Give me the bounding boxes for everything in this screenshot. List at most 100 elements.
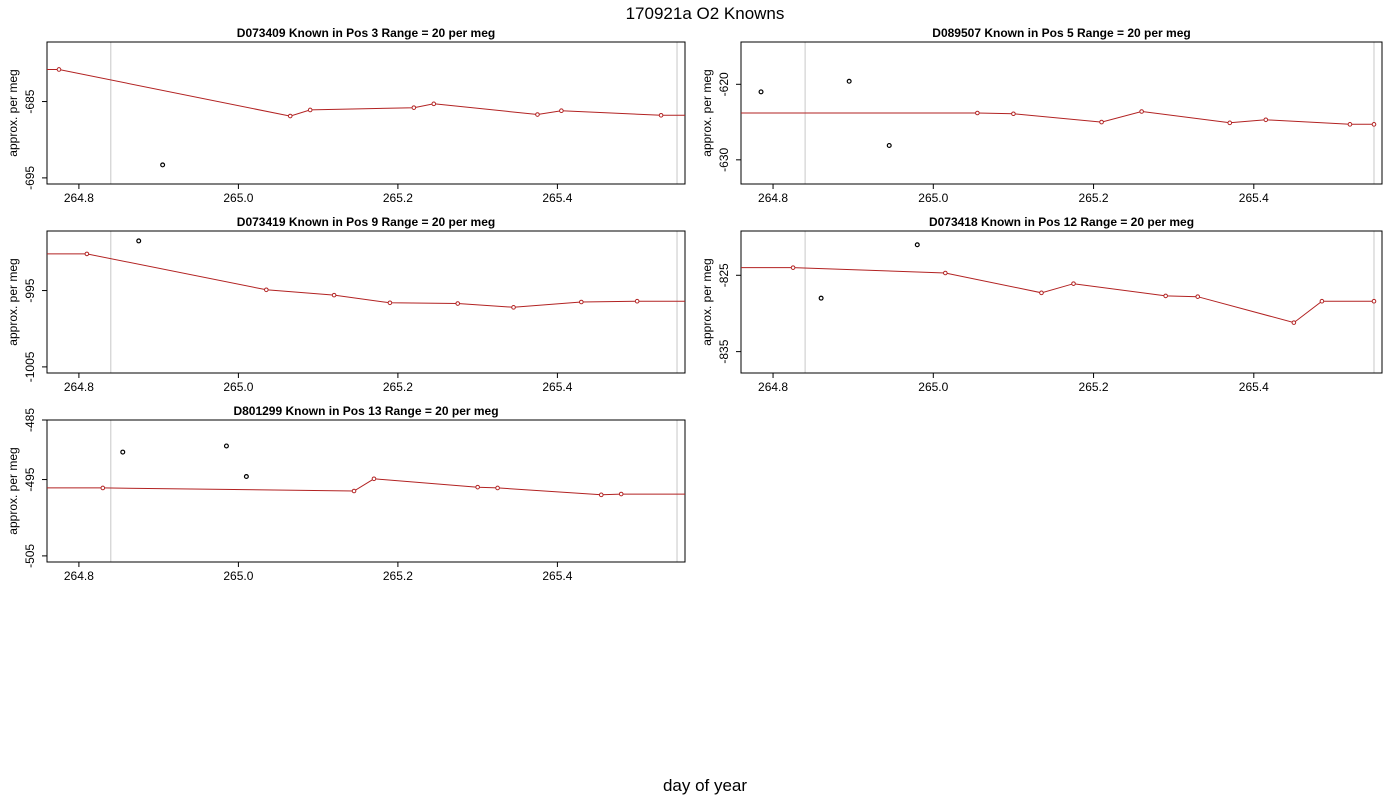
x-tick-label: 265.4 [1239,380,1269,394]
fit-point [100,485,106,491]
fit-point [1227,120,1233,126]
x-tick-label: 264.8 [64,191,94,205]
y-tick-label: -1005 [23,351,37,382]
fit-point [1039,290,1044,296]
fit-point [1011,111,1016,117]
x-tick-label: 265.0 [223,191,253,205]
x-tick-label: 265.0 [223,380,253,394]
fit-point [1371,122,1377,127]
measured-point [223,443,229,449]
plot-frame [46,41,686,185]
x-tick-label: 265.0 [918,191,948,205]
x-tick-label: 264.8 [758,191,788,205]
fit-point [264,287,269,293]
plot-frame [46,419,686,563]
fit-point [56,67,62,72]
y-axis-label: approx. per meg [6,447,20,534]
fit-point [1291,320,1297,325]
fit-line [741,267,1374,324]
fit-point [1139,109,1144,114]
panel-title: D073419 Known in Pos 9 Range = 20 per me… [237,215,495,229]
fit-point [351,488,357,494]
y-tick-label: -835 [717,339,731,363]
panels: D073409 Known in Pos 3 Range = 20 per me… [6,26,1383,583]
fit-point [1371,298,1377,304]
measured-point [846,78,852,84]
x-axis-label: day of year [663,776,747,795]
fit-point [475,484,480,490]
fit-point [307,107,313,113]
measured-point [136,238,142,244]
fit-point [1347,122,1353,127]
panel-title: D073409 Known in Pos 3 Range = 20 per me… [237,26,495,40]
data-layer [47,238,685,310]
main-title: 170921a O2 Knowns [626,4,785,23]
x-tick-label: 265.2 [383,569,413,583]
y-tick-label: -485 [23,408,37,432]
fit-point [1163,293,1168,299]
fit-point [84,251,90,257]
x-tick-label: 265.4 [542,380,572,394]
fit-point [535,112,540,117]
x-tick-label: 264.8 [758,380,788,394]
measured-point [160,162,166,168]
panel-D073418: D073418 Known in Pos 12 Range = 20 per m… [700,215,1383,394]
y-axis-label: approx. per meg [700,69,714,156]
x-tick-label: 265.0 [223,569,253,583]
fit-line [47,69,685,117]
fit-line [741,110,1374,125]
panel-title: D089507 Known in Pos 5 Range = 20 per me… [932,26,1190,40]
data-layer [47,67,685,168]
fit-point [1099,119,1104,125]
x-tick-label: 265.0 [918,380,948,394]
fit-point [1319,298,1325,304]
y-tick-label: -630 [717,148,731,172]
panel-D801299: D801299 Known in Pos 13 Range = 20 per m… [6,404,686,583]
fit-point [579,299,584,305]
y-tick-label: -620 [717,72,731,96]
panel-title: D073418 Known in Pos 12 Range = 20 per m… [929,215,1194,229]
fit-point [431,101,437,107]
fit-point [559,108,564,114]
fit-point [495,485,500,491]
fit-point [387,300,393,306]
measured-point [758,89,764,95]
y-tick-label: -505 [23,544,37,568]
fit-point [287,113,293,119]
fit-point [975,110,980,116]
data-layer [741,242,1377,325]
y-axis-label: approx. per meg [700,258,714,345]
fit-point [1263,117,1269,123]
y-axis-label: approx. per meg [6,258,20,345]
measured-point [120,449,126,455]
fit-point [511,305,516,310]
data-layer [741,78,1377,148]
y-tick-label: -685 [23,89,37,113]
x-tick-label: 264.8 [64,380,94,394]
y-axis-label: approx. per meg [6,69,20,156]
fit-line [47,253,685,308]
fit-point [1195,294,1201,299]
x-tick-label: 264.8 [64,569,94,583]
data-layer [47,443,685,498]
x-tick-label: 265.2 [1079,380,1109,394]
panel-title: D801299 Known in Pos 13 Range = 20 per m… [233,404,498,418]
y-tick-label: -495 [23,467,37,491]
fit-point [455,301,461,306]
fit-point [790,265,796,270]
measured-point [243,473,249,479]
panel-D073409: D073409 Known in Pos 3 Range = 20 per me… [6,26,686,205]
fit-point [331,292,337,298]
fit-point [371,476,377,482]
x-tick-label: 265.2 [383,191,413,205]
fit-point [658,112,664,118]
plot-frame [740,230,1383,374]
x-tick-label: 265.4 [1239,191,1269,205]
panel-D073419: D073419 Known in Pos 9 Range = 20 per me… [6,215,686,394]
fit-point [618,491,624,497]
measured-point [886,142,892,148]
y-tick-label: -995 [23,278,37,302]
fit-point [411,105,417,110]
plot-frame [46,230,686,374]
